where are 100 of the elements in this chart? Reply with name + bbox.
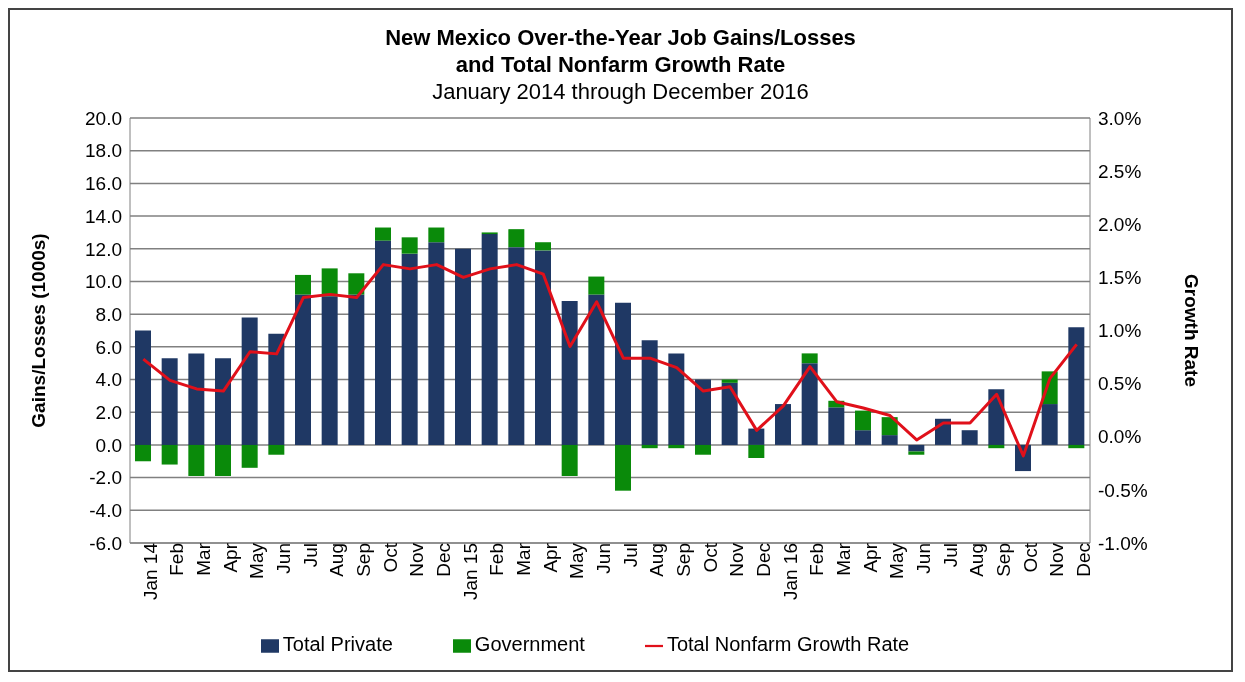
x-tick-label: Nov [726, 542, 748, 577]
bar [721, 379, 738, 383]
y2-tick-label: -0.5% [1098, 479, 1148, 501]
bar [695, 444, 711, 455]
y-tick-label: -4.0 [89, 500, 122, 522]
bar [748, 428, 765, 445]
bar [375, 240, 391, 445]
x-tick-label: Aug [966, 543, 988, 577]
y-tick-label: 14.0 [85, 205, 122, 227]
x-tick-label: Oct [699, 542, 721, 573]
y2-tick-label: -1.0% [1098, 532, 1148, 554]
x-tick-label: Mar [833, 542, 855, 576]
bar [268, 333, 285, 445]
x-tick-label: May [246, 542, 268, 579]
y-tick-label: 12.0 [85, 238, 122, 260]
x-tick-label: May [886, 542, 908, 579]
bar [961, 430, 978, 445]
x-tick-label: Sep [353, 543, 375, 577]
x-tick-label: Jun [593, 543, 615, 574]
x-tick-label: Dec [753, 543, 775, 577]
x-tick-label: Oct [1019, 542, 1041, 573]
bar [295, 274, 311, 295]
x-tick-label: Jan 14 [139, 542, 161, 601]
y-tick-label: -6.0 [89, 532, 122, 554]
y2-tick-label: 2.5% [1098, 160, 1142, 182]
y-axis-title: Gains/Losses (1000s) [27, 233, 49, 428]
bar [535, 242, 551, 251]
y-tick-label: 2.0 [95, 401, 122, 423]
bar [401, 253, 418, 445]
y-tick-label: 18.0 [85, 140, 122, 162]
bar [401, 237, 418, 254]
bar [881, 417, 898, 436]
bar [428, 227, 445, 243]
bar [908, 451, 925, 455]
bar [1041, 404, 1058, 445]
legend-label: Total Nonfarm Growth Rate [666, 633, 910, 655]
bar [135, 444, 151, 462]
y2-tick-label: 2.0% [1098, 213, 1142, 235]
bar [321, 268, 338, 297]
bar [135, 330, 151, 445]
x-tick-label: Jul [619, 543, 641, 568]
bar [828, 407, 845, 445]
bar [561, 444, 578, 476]
x-tick-label: Jan 16 [779, 543, 801, 601]
x-tick-label: Feb [166, 543, 188, 576]
x-tick-label: Nov [406, 542, 428, 577]
y2-tick-label: 1.0% [1098, 320, 1142, 342]
legend-label: Total Private [282, 633, 393, 655]
bar [641, 340, 658, 445]
x-tick-label: Aug [326, 543, 348, 577]
x-tick-label: Jul [299, 543, 321, 568]
bar [641, 444, 658, 449]
x-tick-label: Aug [646, 543, 668, 577]
bar [561, 301, 578, 445]
y2-axis-title: Growth Rate [1181, 274, 1203, 387]
legend-label: Government [474, 633, 585, 655]
bar [161, 358, 178, 445]
bar [881, 435, 898, 445]
x-tick-label: Mar [193, 542, 215, 576]
bar [321, 296, 338, 445]
chart-title: New Mexico Over-the-Year Job Gains/Losses and Total Nonfarm Growth Rate [384, 24, 857, 78]
bar [801, 363, 818, 445]
x-tick-label: Oct [379, 542, 401, 573]
bar [588, 276, 605, 295]
x-tick-label: Sep [673, 543, 695, 577]
bar [348, 273, 365, 295]
y-tick-label: 8.0 [95, 303, 122, 325]
bar [615, 444, 631, 491]
bar [668, 353, 685, 445]
x-tick-label: Sep [993, 543, 1015, 577]
bar [535, 250, 551, 445]
x-tick-label: Apr [859, 542, 881, 573]
bar [668, 444, 685, 449]
bar [695, 379, 711, 445]
y2-tick-label: 3.0% [1098, 107, 1142, 129]
bar [348, 294, 365, 445]
bar [721, 382, 738, 445]
y-tick-label: 20.0 [85, 107, 122, 129]
bar [268, 444, 285, 455]
bar [908, 444, 925, 452]
x-tick-label: Jul [939, 543, 961, 568]
bar [188, 444, 205, 476]
line-series [141, 263, 1079, 458]
x-tick-label: Jan 15 [459, 543, 481, 601]
bar [855, 430, 871, 445]
bar [1068, 327, 1085, 445]
bar [988, 444, 1005, 449]
bar [481, 234, 498, 445]
y-tick-label: 0.0 [95, 434, 122, 456]
y2-tick-label: 0.5% [1098, 373, 1142, 395]
y-tick-label: 4.0 [95, 369, 122, 391]
x-tick-label: Jun [273, 543, 295, 574]
x-tick-label: Dec [433, 543, 455, 577]
x-tick-label: May [566, 542, 588, 579]
chart-subtitle: January 2014 through December 2016 [431, 78, 810, 106]
bar [188, 353, 205, 445]
x-tick-label: Jun [913, 543, 935, 574]
x-tick-label: Mar [513, 542, 535, 576]
bar [508, 247, 525, 445]
bar [215, 358, 231, 445]
